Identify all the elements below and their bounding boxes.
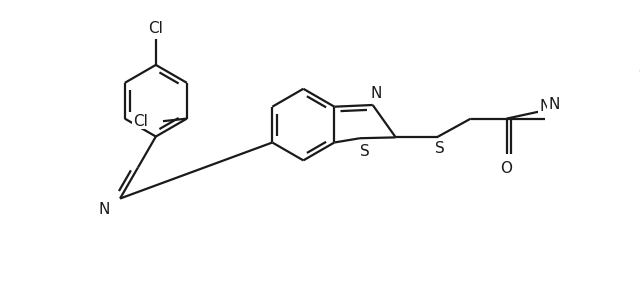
Text: N: N <box>99 202 110 217</box>
Text: N: N <box>548 97 559 112</box>
Text: S: S <box>435 141 445 156</box>
Text: S: S <box>360 143 370 158</box>
Text: O: O <box>637 65 640 80</box>
Text: Cl: Cl <box>148 21 163 36</box>
Text: N: N <box>371 86 382 101</box>
Text: N: N <box>540 99 550 114</box>
Text: O: O <box>500 161 513 176</box>
Text: Cl: Cl <box>132 114 148 129</box>
